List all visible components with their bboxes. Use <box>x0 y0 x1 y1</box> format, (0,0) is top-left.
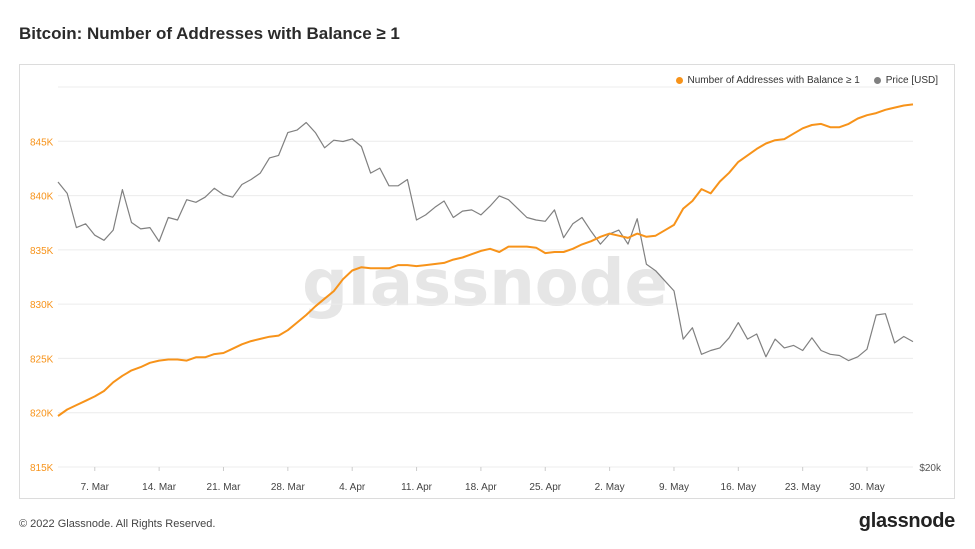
legend-item-addresses[interactable]: Number of Addresses with Balance ≥ 1 <box>675 75 860 86</box>
y-tick-label-left: 825K <box>30 354 54 365</box>
series-line-price <box>57 121 914 362</box>
chart-canvas: glassnode 815K 820K 825K 830K 835K 840K 845K $20… <box>30 86 942 493</box>
x-tick-label: 4. Apr <box>339 482 366 493</box>
y-tick-label-left: 840K <box>30 192 54 203</box>
legend-item-price[interactable]: Price [USD] <box>873 75 938 86</box>
x-tick-label: 21. Mar <box>207 482 242 493</box>
legend-dot-icon <box>873 77 881 84</box>
x-tick-label: 7. Mar <box>81 482 110 493</box>
y-tick-label-left: 845K <box>30 137 54 148</box>
legend-dot-icon <box>675 77 683 84</box>
chart-panel: glassnode 815K 820K 825K 830K 835K 840K 845K $20… <box>19 64 955 499</box>
glassnode-logo[interactable]: glassnode <box>858 510 956 532</box>
x-tick-label: 2. May <box>595 482 625 493</box>
x-tick-label: 25. Apr <box>529 482 561 493</box>
x-tick-label: 28. Mar <box>271 482 306 493</box>
y-tick-label-right: $20k <box>919 463 942 474</box>
x-tick-label: 16. May <box>721 482 757 493</box>
y-tick-label-left: 835K <box>30 246 54 257</box>
x-tick-label: 18. Apr <box>465 482 497 493</box>
watermark-text: glassnode <box>302 247 668 321</box>
series-line-addresses <box>57 103 914 417</box>
chart-legend: Number of Addresses with Balance ≥ 1 Pri… <box>675 75 938 86</box>
x-tick-label: 30. May <box>849 482 885 493</box>
legend-label: Price [USD] <box>885 75 938 86</box>
y-tick-label-left: 830K <box>30 300 54 311</box>
legend-label: Number of Addresses with Balance ≥ 1 <box>687 75 860 86</box>
y-tick-label-left: 820K <box>30 409 54 420</box>
y-tick-label-left: 815K <box>30 463 54 474</box>
page-title: Bitcoin: Number of Addresses with Balanc… <box>19 24 400 43</box>
x-tick-label: 11. Apr <box>401 482 433 493</box>
x-tick-label: 14. Mar <box>142 482 177 493</box>
x-tick-label: 23. May <box>785 482 821 493</box>
x-tick-label: 9. May <box>659 482 689 493</box>
copyright-text: © 2022 Glassnode. All Rights Reserved. <box>19 518 216 530</box>
